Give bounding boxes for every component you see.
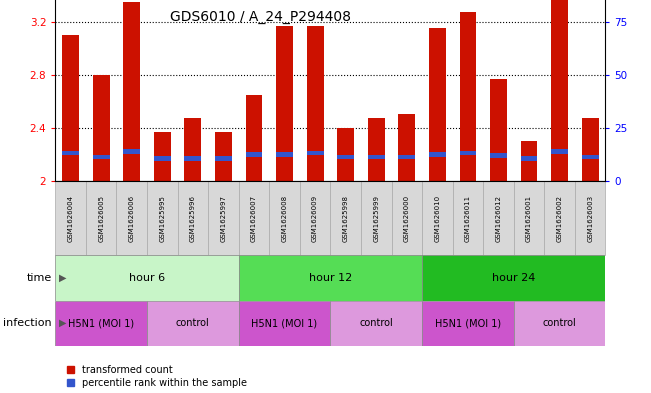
Legend: transformed count, percentile rank within the sample: transformed count, percentile rank withi… <box>66 365 247 388</box>
Bar <box>337 154 354 159</box>
Text: infection: infection <box>3 318 52 328</box>
Bar <box>276 152 293 156</box>
Bar <box>330 301 422 346</box>
Bar <box>245 152 262 156</box>
Bar <box>86 181 117 255</box>
Bar <box>184 156 201 161</box>
Bar <box>245 95 262 181</box>
Bar <box>307 26 324 181</box>
Bar <box>490 79 507 181</box>
Text: control: control <box>543 318 577 328</box>
Bar <box>422 181 452 255</box>
Text: GSM1626001: GSM1626001 <box>526 195 532 242</box>
Bar <box>422 301 514 346</box>
Bar <box>239 181 270 255</box>
Bar <box>147 301 239 346</box>
Bar <box>117 181 147 255</box>
Text: H5N1 (MOI 1): H5N1 (MOI 1) <box>435 318 501 328</box>
Bar <box>307 151 324 155</box>
Text: GSM1626000: GSM1626000 <box>404 195 409 242</box>
Bar <box>239 301 330 346</box>
Text: hour 6: hour 6 <box>129 273 165 283</box>
Bar <box>93 154 109 159</box>
Text: GSM1626009: GSM1626009 <box>312 195 318 242</box>
Bar <box>215 132 232 181</box>
Text: GSM1625998: GSM1625998 <box>342 195 349 242</box>
Bar <box>544 181 575 255</box>
Text: GSM1626006: GSM1626006 <box>129 195 135 242</box>
Bar <box>184 118 201 181</box>
Bar <box>483 181 514 255</box>
Bar <box>551 0 568 181</box>
Bar <box>429 28 446 181</box>
Bar <box>391 181 422 255</box>
Bar <box>460 151 477 155</box>
Text: ▶: ▶ <box>59 318 66 328</box>
Bar <box>368 154 385 159</box>
Text: GSM1626002: GSM1626002 <box>557 195 562 242</box>
Bar <box>300 181 330 255</box>
Bar <box>551 149 568 154</box>
Text: GSM1625999: GSM1625999 <box>373 195 380 242</box>
Bar <box>123 149 140 154</box>
Text: GSM1626012: GSM1626012 <box>495 195 501 242</box>
Bar <box>154 132 171 181</box>
Bar <box>521 141 538 181</box>
Text: H5N1 (MOI 1): H5N1 (MOI 1) <box>68 318 134 328</box>
Bar <box>452 181 483 255</box>
Text: GSM1626005: GSM1626005 <box>98 195 104 242</box>
Bar <box>398 114 415 181</box>
Bar <box>582 154 598 159</box>
Bar <box>514 301 605 346</box>
Bar <box>55 255 239 301</box>
Bar <box>154 156 171 161</box>
Text: GDS6010 / A_24_P294408: GDS6010 / A_24_P294408 <box>170 10 351 24</box>
Bar <box>62 35 79 181</box>
Text: GSM1626007: GSM1626007 <box>251 195 257 242</box>
Bar <box>270 181 300 255</box>
Bar <box>521 156 538 161</box>
Bar <box>178 181 208 255</box>
Bar <box>123 2 140 181</box>
Bar <box>276 26 293 181</box>
Bar <box>460 12 477 181</box>
Text: GSM1625996: GSM1625996 <box>190 195 196 242</box>
Bar <box>208 181 239 255</box>
Bar <box>422 255 605 301</box>
Bar <box>147 181 178 255</box>
Bar <box>239 255 422 301</box>
Text: time: time <box>27 273 52 283</box>
Text: GSM1626010: GSM1626010 <box>434 195 440 242</box>
Bar <box>93 75 109 181</box>
Bar <box>215 156 232 161</box>
Text: GSM1626011: GSM1626011 <box>465 195 471 242</box>
Bar <box>361 181 391 255</box>
Text: hour 24: hour 24 <box>492 273 535 283</box>
Text: GSM1626003: GSM1626003 <box>587 195 593 242</box>
Bar <box>429 152 446 156</box>
Bar <box>582 118 598 181</box>
Text: GSM1626008: GSM1626008 <box>281 195 288 242</box>
Bar <box>398 154 415 159</box>
Bar <box>330 181 361 255</box>
Bar <box>575 181 605 255</box>
Bar <box>490 153 507 158</box>
Bar <box>62 151 79 155</box>
Text: GSM1625997: GSM1625997 <box>221 195 227 242</box>
Text: ▶: ▶ <box>59 273 66 283</box>
Bar <box>368 118 385 181</box>
Text: hour 12: hour 12 <box>309 273 352 283</box>
Text: control: control <box>176 318 210 328</box>
Bar <box>55 301 147 346</box>
Text: H5N1 (MOI 1): H5N1 (MOI 1) <box>251 318 318 328</box>
Text: GSM1625995: GSM1625995 <box>159 195 165 242</box>
Text: GSM1626004: GSM1626004 <box>68 195 74 242</box>
Bar <box>55 181 86 255</box>
Bar <box>514 181 544 255</box>
Bar <box>337 128 354 181</box>
Text: control: control <box>359 318 393 328</box>
